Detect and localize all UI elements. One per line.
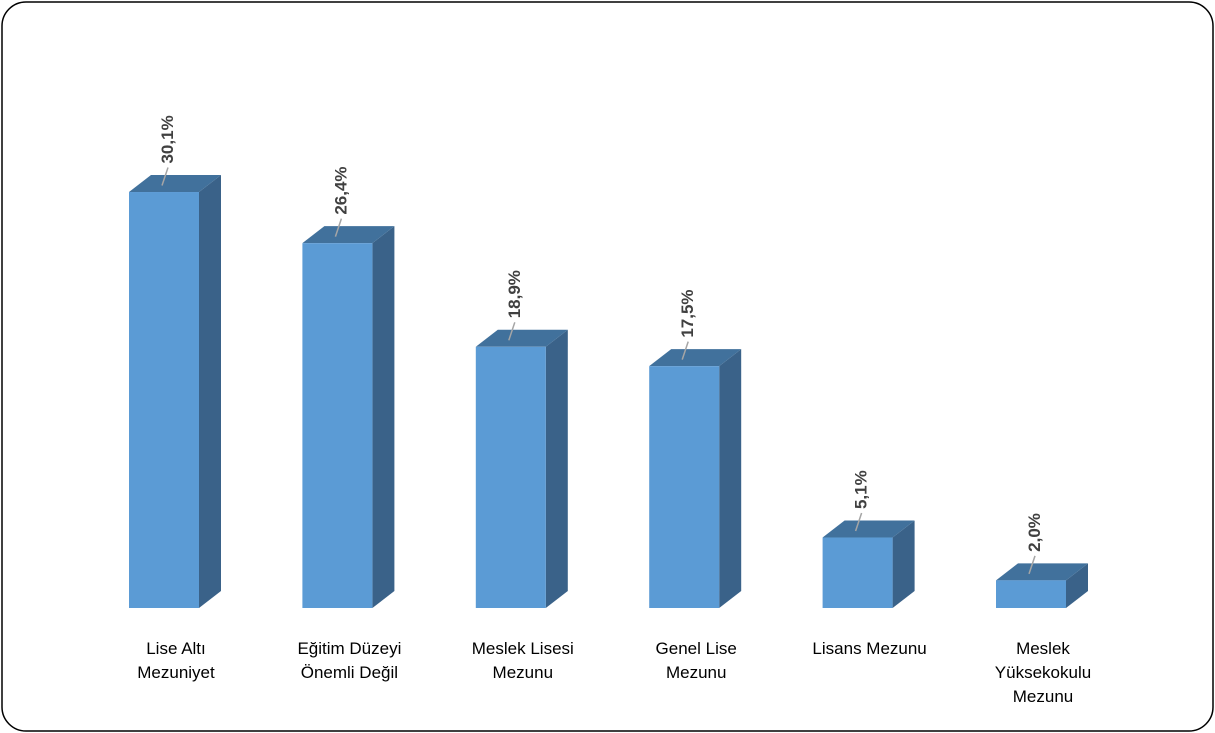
data-label: 5,1% — [852, 470, 871, 509]
category-label-line: Lisans Mezunu — [812, 639, 926, 658]
category-label: Meslek Lisesi Mezunu — [472, 639, 574, 682]
bar-top — [822, 520, 915, 538]
bar-side — [719, 349, 742, 608]
bar-5 — [822, 520, 915, 608]
category-label-line: Lise Altı — [146, 639, 206, 658]
bar-front — [475, 346, 546, 608]
bar-front — [302, 243, 373, 609]
leader-line — [508, 322, 516, 341]
bar-2 — [302, 226, 395, 609]
bar-top — [475, 329, 568, 347]
data-label: 2,0% — [1025, 513, 1044, 552]
bar-side — [1066, 563, 1088, 608]
category-label: Lisans Mezunu — [812, 639, 926, 658]
bar-4 — [649, 349, 742, 608]
category-label-line: Mezunu — [493, 663, 553, 682]
bar-side — [892, 520, 915, 608]
bar-top — [302, 226, 395, 244]
data-label: 18,9% — [505, 270, 524, 318]
bar-1 — [129, 175, 221, 608]
category-label: Genel Lise Mezunu — [656, 639, 737, 682]
bar-side — [372, 226, 395, 609]
bar-side — [199, 175, 221, 608]
bar-front — [996, 580, 1066, 608]
category-label-line: Eğitim Düzeyi — [297, 639, 401, 658]
category-label: Lise Altı Mezuniyet — [137, 639, 215, 682]
bar-top — [649, 349, 742, 367]
data-label: 26,4% — [331, 166, 350, 214]
category-label-line: Genel Lise — [656, 639, 737, 658]
category-label-line: Yüksekokulu — [995, 663, 1091, 682]
bar-top — [996, 563, 1088, 581]
category-label-line: Mezunu — [1013, 687, 1073, 706]
data-label: 30,1% — [158, 115, 177, 163]
leader-line — [161, 167, 169, 186]
category-label: Eğitim Düzeyi Önemli Değil — [297, 639, 401, 682]
leader-line — [681, 341, 689, 360]
category-label-line: Meslek Lisesi — [472, 639, 574, 658]
bar-front — [129, 192, 199, 608]
category-label-line: Mezuniyet — [137, 663, 215, 682]
bar-top — [129, 175, 221, 193]
bar-front — [822, 537, 893, 608]
data-label: 17,5% — [678, 289, 697, 337]
category-label-line: Meslek — [1016, 639, 1070, 658]
bar-6 — [996, 563, 1088, 608]
leader-line — [334, 218, 343, 237]
leader-line — [854, 512, 863, 532]
category-label-line: Önemli Değil — [301, 663, 398, 682]
category-label: Meslek Yüksekokulu Mezunu — [995, 639, 1091, 706]
category-label-line: Mezunu — [666, 663, 726, 682]
bar-3 — [475, 329, 568, 608]
leader-line — [1028, 555, 1036, 575]
bar-front — [649, 366, 720, 608]
bar-side — [545, 329, 568, 608]
